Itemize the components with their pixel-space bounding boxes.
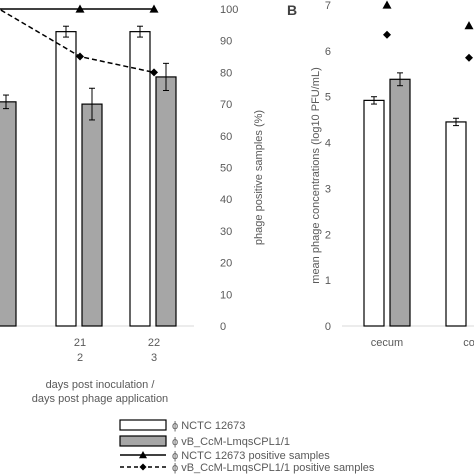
bar-vb-1	[81, 103, 103, 327]
y-tick-label: 0	[325, 321, 331, 333]
y2-tick-label: 10	[220, 289, 232, 301]
triangle-marker	[149, 4, 159, 13]
y-tick-label: 4	[325, 138, 331, 150]
y2-tick-label: 100	[220, 4, 238, 16]
y2-tick-label: 60	[220, 131, 232, 143]
y2-tick-label: 0	[220, 321, 226, 333]
x-tick-phage-day: 2	[77, 352, 83, 364]
y2-tick-label: 90	[220, 36, 232, 48]
y-tick-label: 5	[325, 92, 331, 104]
triangle-marker	[382, 0, 392, 9]
bar-nctc-co	[445, 121, 467, 327]
y2-tick-label: 20	[220, 258, 232, 270]
y2-tick-label: 50	[220, 163, 232, 175]
triangle-marker	[75, 4, 85, 13]
x-tick-day: 22	[148, 337, 160, 349]
diamond-marker	[139, 463, 147, 471]
panel-b-chart: B 0 1 2 3 4 5 6 7 mean phage concentrations (log…	[287, 0, 474, 349]
diamond-marker	[150, 68, 158, 77]
legend-swatch	[119, 435, 167, 447]
x-category-label: co	[463, 337, 474, 349]
y2-tick-label: 40	[220, 194, 232, 206]
x-axis-label-line2: days post phage application	[32, 393, 168, 405]
diamond-marker	[383, 30, 391, 39]
x-category-label: cecum	[371, 337, 403, 349]
triangle-marker	[139, 451, 147, 459]
panel-b-label: B	[287, 2, 297, 18]
bar-nctc-1	[55, 31, 77, 327]
y2-axis-label: phage positive samples (%)	[253, 110, 265, 245]
legend-swatch	[119, 419, 167, 431]
bar-vb-0	[0, 101, 17, 327]
legend: ϕ NCTC 12673 ϕ vB_CcM-LmqsCPL1/1 ϕ NCTC 12…	[119, 419, 375, 474]
x-tick-phage-day: 3	[151, 352, 157, 364]
y2-tick-label: 70	[220, 99, 232, 111]
y-tick-label: 3	[325, 183, 331, 195]
legend-label: ϕ NCTC 12673 positive samples	[172, 450, 330, 462]
triangle-marker	[464, 21, 474, 30]
legend-label: ϕ NCTC 12673	[172, 420, 245, 432]
y2-tick-label: 80	[220, 67, 232, 79]
y-tick-label: 1	[325, 275, 331, 287]
legend-label: ϕ vB_CcM-LmqsCPL1/1	[172, 436, 290, 448]
legend-label: ϕ vB_CcM-LmqsCPL1/1 positive samples	[172, 462, 375, 474]
diamond-marker	[76, 52, 84, 61]
y-tick-label: 2	[325, 229, 331, 241]
diamond-marker	[465, 53, 473, 62]
y2-tick-label: 30	[220, 226, 232, 238]
bar-vb-cecum	[389, 78, 411, 327]
y-tick-label: 6	[325, 46, 331, 58]
panel-a-chart: 0 10 20 30 40 50 60 70 80 90 100 phage positive sam…	[0, 4, 265, 405]
bar-nctc-cecum	[363, 99, 385, 327]
y-tick-label: 7	[325, 0, 331, 12]
y-axis-label: mean phage concentrations (log10 PFU/mL)	[310, 67, 322, 283]
bar-vb-2	[155, 76, 177, 327]
bar-nctc-2	[129, 31, 151, 327]
x-tick-day: 21	[74, 337, 86, 349]
x-axis-label-line1: days post inoculation /	[46, 379, 156, 391]
